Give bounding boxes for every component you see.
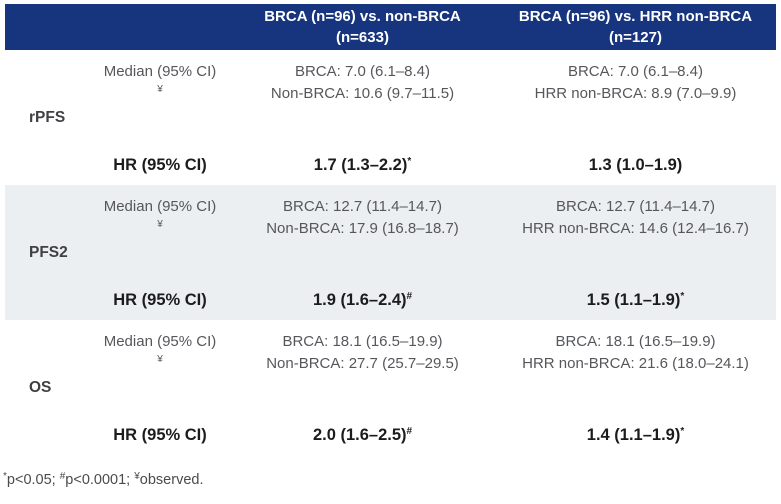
significance-mark: *: [407, 156, 412, 167]
hr-cell: 1.5 (1.1–1.9)*: [495, 291, 776, 320]
column-header-brca-vs-hrr-nonbrca: BRCA (n=96) vs. HRR non-BRCA (n=127): [518, 8, 753, 46]
hr-value-text: 1.5 (1.1–1.9): [586, 291, 681, 309]
median-cell: BRCA: 7.0 (6.1–8.4) HRR non-BRCA: 8.9 (7…: [495, 50, 776, 118]
median-line-brca: BRCA: 7.0 (6.1–8.4): [294, 63, 431, 80]
hr-value-text: 1.7 (1.3–2.2): [313, 156, 408, 174]
median-line-brca: BRCA: 12.7 (11.4–14.7): [283, 198, 442, 215]
hr-value-text: 1.3 (1.0–1.9): [588, 156, 683, 174]
median-row-label: Median (95% CI) ¥: [90, 185, 230, 253]
hr-cell: 1.9 (1.6–2.4)#: [230, 291, 495, 320]
median-line-comparator: HRR non-BRCA: 21.6 (18.0–24.1): [522, 355, 749, 372]
median-row-label: Median (95% CI) ¥: [90, 320, 230, 388]
hr-value-text: 1.4 (1.1–1.9): [586, 426, 681, 444]
endpoint-label: OS: [29, 378, 52, 396]
median-cell: BRCA: 18.1 (16.5–19.9) Non-BRCA: 27.7 (2…: [230, 320, 495, 388]
hr-row-label: HR (95% CI): [113, 156, 207, 174]
endpoint-label: PFS2: [29, 243, 68, 261]
median-line-comparator: HRR non-BRCA: 14.6 (12.4–16.7): [522, 220, 749, 237]
table-row-group-os: OS Median (95% CI) ¥ BRCA: 18.1 (16.5–19.…: [5, 320, 776, 455]
hr-cell: 1.7 (1.3–2.2)*: [230, 156, 495, 185]
endpoint-label: rPFS: [29, 108, 66, 126]
significance-mark: *: [680, 426, 685, 437]
hr-value-text: 2.0 (1.6–2.5): [312, 426, 407, 444]
median-line-brca: BRCA: 7.0 (6.1–8.4): [567, 63, 704, 80]
footnote: *p<0.05; #p<0.0001; ¥observed.: [3, 471, 781, 489]
footnote-text: p<0.05;: [6, 472, 60, 488]
outcomes-table: BRCA (n=96) vs. non-BRCA (n=633) BRCA (n…: [5, 4, 776, 455]
observed-footnote-mark: ¥: [157, 219, 163, 230]
yen-mark: ¥: [134, 471, 140, 482]
hr-cell: 1.4 (1.1–1.9)*: [495, 426, 776, 455]
median-row-label: Median (95% CI) ¥: [90, 50, 230, 118]
significance-mark: #: [406, 426, 413, 437]
median-cell: BRCA: 12.7 (11.4–14.7) HRR non-BRCA: 14.…: [495, 185, 776, 253]
median-line-brca: BRCA: 18.1 (16.5–19.9): [282, 333, 443, 350]
hr-row-label: HR (95% CI): [113, 426, 207, 444]
footnote-text: observed.: [139, 472, 204, 488]
median-line-comparator: Non-BRCA: 17.9 (16.8–18.7): [266, 220, 459, 237]
observed-footnote-mark: ¥: [157, 84, 163, 95]
table-header-row: BRCA (n=96) vs. non-BRCA (n=633) BRCA (n…: [5, 4, 776, 50]
observed-footnote-mark: ¥: [157, 354, 163, 365]
table-row-group-pfs2: PFS2 Median (95% CI) ¥ BRCA: 12.7 (11.4–1…: [5, 185, 776, 320]
median-label-text: Median (95% CI): [103, 63, 217, 80]
median-label-text: Median (95% CI): [103, 333, 217, 350]
hr-value-text: 1.9 (1.6–2.4): [312, 291, 407, 309]
median-cell: BRCA: 7.0 (6.1–8.4) Non-BRCA: 10.6 (9.7–…: [230, 50, 495, 118]
column-header-brca-vs-nonbrca: BRCA (n=96) vs. non-BRCA (n=633): [264, 8, 461, 46]
significance-mark: *: [680, 291, 685, 302]
median-label-text: Median (95% CI): [103, 198, 217, 215]
median-line-comparator: Non-BRCA: 10.6 (9.7–11.5): [270, 85, 455, 102]
significance-mark: #: [406, 291, 413, 302]
hash-mark: #: [59, 471, 66, 482]
table-row-group-rpfs: rPFS Median (95% CI) ¥ BRCA: 7.0 (6.1–8.4…: [5, 50, 776, 185]
hr-row-label: HR (95% CI): [113, 291, 207, 309]
median-line-brca: BRCA: 18.1 (16.5–19.9): [555, 333, 716, 350]
footnote-text: p<0.0001;: [65, 472, 135, 488]
hr-cell: 2.0 (1.6–2.5)#: [230, 426, 495, 455]
median-line-comparator: HRR non-BRCA: 8.9 (7.0–9.9): [534, 85, 737, 102]
hr-cell: 1.3 (1.0–1.9): [495, 156, 776, 185]
median-line-comparator: Non-BRCA: 27.7 (25.7–29.5): [266, 355, 459, 372]
median-line-brca: BRCA: 12.7 (11.4–14.7): [556, 198, 715, 215]
median-cell: BRCA: 18.1 (16.5–19.9) HRR non-BRCA: 21.…: [495, 320, 776, 388]
asterisk-mark: *: [3, 471, 7, 482]
median-cell: BRCA: 12.7 (11.4–14.7) Non-BRCA: 17.9 (1…: [230, 185, 495, 253]
